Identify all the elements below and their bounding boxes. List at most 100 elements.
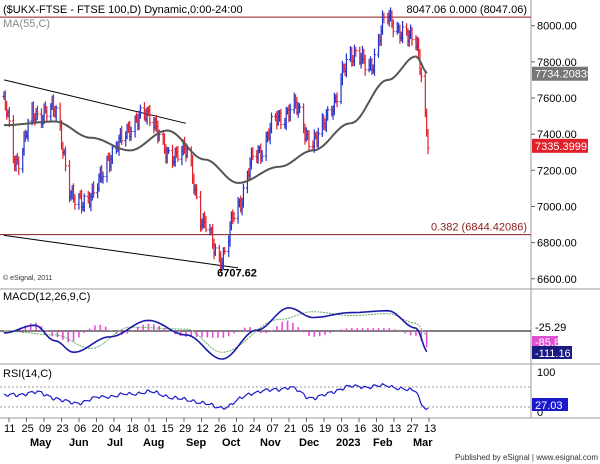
time-tick-day: 21 [284,423,296,435]
last-price-label: 7335.3999 [535,141,587,153]
time-tick-day: 11 [4,423,15,435]
rsi-level-100: 100 [537,367,555,379]
price-bar [167,147,171,154]
time-tick-month: Jul [107,437,123,449]
time-tick-day: 06 [74,423,86,435]
time-tick-day: 18 [127,423,139,435]
copyright-label: © eSignal, 2011 [3,274,53,282]
price-bar [344,53,348,78]
low-label: 6707.62 [217,267,257,279]
price-bar [54,105,58,121]
time-tick-month: May [30,437,52,449]
fib-levels [0,16,531,236]
ma55-line [4,55,428,184]
time-tick-day: 26 [214,423,226,435]
price-bar [204,216,208,233]
price-bar [401,21,405,44]
time-tick-day: 04 [109,423,121,435]
price-bar [298,103,302,114]
price-bar [241,183,245,208]
ma-legend: MA(55,C) [3,18,50,30]
rsi-value: 27.03 [535,400,563,412]
price-bar [35,105,39,121]
chart-title: ($UKX-FTSE - FTSE 100,D) Dynamic,0:00-24… [3,4,243,16]
time-tick-month: Jun [69,437,89,449]
price-tick-label: 6600.00 [537,274,577,286]
time-tick-day: 01 [144,423,156,435]
macd-value-2-bg [532,336,558,347]
time-tick-day: 10 [232,423,244,435]
ma-value-label-bg [532,66,588,81]
macd-line [3,307,428,360]
price-labels: 8047.06 0.000 (8047.06) 6707.62 0.382 (684… [217,4,593,279]
macd-value-3: -111.16 [535,348,571,360]
fib-label: 0.382 (6844.42086) [431,222,527,234]
price-bar [92,181,96,198]
price-bar [213,243,217,256]
published-footer: Published by eSignal | www.esignal.com [455,453,598,462]
price-bar [288,103,292,122]
price-tick-label: 7600.00 [537,93,577,105]
macd-value-1: -25.29 [535,322,566,334]
time-tick-day: 13 [389,423,401,435]
rsi-title: RSI(14,C) [3,368,52,380]
price-bar [7,106,11,128]
price-bar [335,92,339,108]
lower-channel-line [3,234,239,269]
price-bar [279,108,283,130]
price-bar [73,194,77,210]
time-tick-month: Feb [373,437,393,449]
price-bar [120,126,124,146]
price-bar [129,126,133,141]
time-tick-day: 30 [372,423,384,435]
price-bar [419,67,423,83]
price-bar [260,150,264,163]
ma-value-label: 7734.20839 [535,69,593,81]
price-bar [363,54,367,76]
price-tick-label: 7000.00 [537,201,577,213]
price-bar [110,144,114,165]
last-price-label-bg [532,138,588,153]
time-tick-day: 25 [22,423,34,435]
price-bar [148,104,152,126]
time-tick-day: 12 [197,423,209,435]
rsi-panel: 100 027.03 [0,367,568,419]
time-tick-month: Oct [222,437,241,449]
time-tick-month: Mar [413,437,433,449]
time-tick-day: 13 [424,423,436,435]
time-tick-month: Aug [143,437,164,449]
time-tick-month: Sep [186,437,206,449]
time-tick-day: 20 [92,423,104,435]
macd-title: MACD(12,26,9,C) [3,291,90,303]
high-label: 8047.06 0.000 (8047.06) [407,4,528,16]
price-bar [17,156,21,175]
price-bar [64,146,68,172]
price-bar [326,106,330,121]
time-tick-day: 09 [39,423,51,435]
price-bar [223,246,227,255]
time-axis: 11 25 09 23 06 20 04 18 01 15 29 12 26 10 24 07 21 05 19 03… [4,418,436,449]
time-tick-month: Dec [299,437,319,449]
time-tick-day: 23 [57,423,69,435]
time-tick-day: 03 [337,423,349,435]
time-tick-day: 27 [407,423,419,435]
macd-signal-line [3,311,428,353]
price-tick-label: 7800.00 [537,57,577,69]
time-tick-month: 2023 [336,437,360,449]
price-bar [316,127,320,148]
upper-channel-line [3,79,187,124]
price-bar [138,104,142,119]
price-bar [270,112,274,134]
price-bar [195,184,199,200]
time-tick-day: 19 [319,423,331,435]
price-bar [391,19,395,38]
price-bar [372,48,376,76]
price-bar [382,12,386,24]
rsi-level-0: 0 [537,407,543,419]
rsi-line [3,382,429,410]
price-bar [426,128,430,155]
price-tick-label: 6800.00 [537,238,577,250]
rsi-value-bg [532,398,568,411]
trend-channels [3,79,239,269]
price-bar [410,27,414,46]
